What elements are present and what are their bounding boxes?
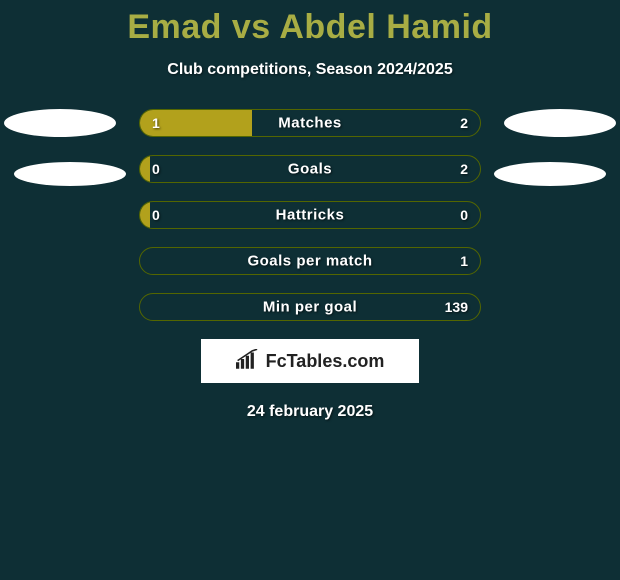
player-right-flag-2: [494, 162, 606, 186]
stat-row: 139Min per goal: [139, 293, 481, 321]
brand-text: FcTables.com: [266, 351, 385, 372]
stat-label: Min per goal: [140, 299, 480, 316]
stat-row: 12Matches: [139, 109, 481, 137]
bars-container: 12Matches 02Goals 00Hattricks 1Goals per ma…: [139, 109, 481, 321]
player-left-flag-1: [4, 109, 116, 137]
subtitle: Club competitions, Season 2024/2025: [0, 61, 620, 79]
player-left-flag-2: [14, 162, 126, 186]
brand: FcTables.com: [236, 349, 385, 374]
page-title: Emad vs Abdel Hamid: [0, 0, 620, 47]
stat-label: Goals per match: [140, 253, 480, 270]
player-right-flag-1: [504, 109, 616, 137]
stat-row: 00Hattricks: [139, 201, 481, 229]
brand-box: FcTables.com: [201, 339, 419, 383]
stat-row: 1Goals per match: [139, 247, 481, 275]
chart-area: 12Matches 02Goals 00Hattricks 1Goals per ma…: [0, 109, 620, 321]
comparison-infographic: Emad vs Abdel Hamid Club competitions, S…: [0, 0, 620, 580]
stat-label: Goals: [140, 161, 480, 178]
stat-label: Matches: [140, 115, 480, 132]
chart-icon: [236, 349, 262, 374]
date-text: 24 february 2025: [0, 403, 620, 421]
stat-row: 02Goals: [139, 155, 481, 183]
stat-label: Hattricks: [140, 207, 480, 224]
